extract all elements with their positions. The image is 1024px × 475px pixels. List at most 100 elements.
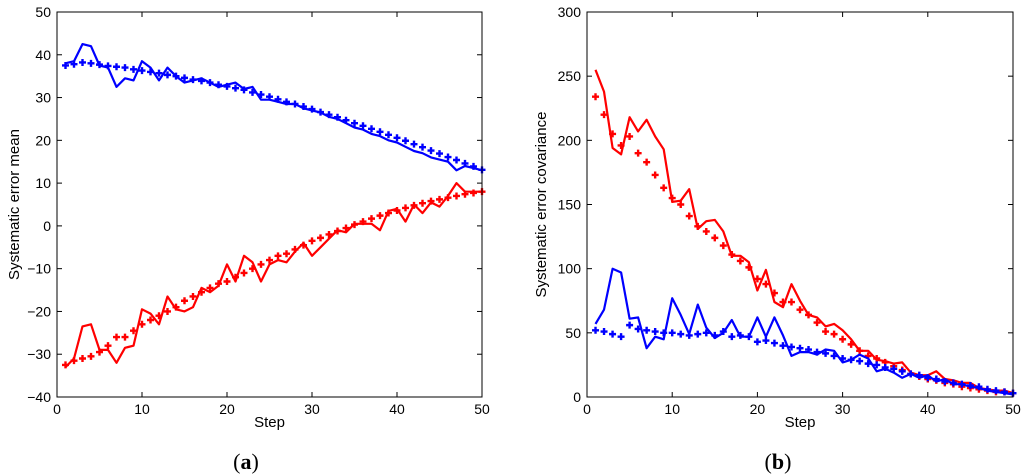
data-point-b-1 xyxy=(643,158,651,166)
data-point-b-3 xyxy=(822,349,830,357)
x-tick-label-b: 50 xyxy=(1005,401,1021,417)
data-point-a-3 xyxy=(223,278,231,285)
data-point-b-1 xyxy=(711,234,719,242)
data-point-b-1 xyxy=(719,242,727,250)
y-tick-label-a: 20 xyxy=(35,132,51,148)
data-point-b-3 xyxy=(847,356,855,364)
data-point-b-3 xyxy=(753,338,761,346)
plot-area-a xyxy=(62,42,486,369)
y-tick-label-a: 40 xyxy=(35,47,51,63)
x-axis-label-b: Step xyxy=(785,414,816,431)
data-point-a-1 xyxy=(325,111,333,119)
data-point-b-3 xyxy=(626,321,634,329)
data-point-b-3 xyxy=(600,328,608,336)
data-point-b-1 xyxy=(736,257,744,265)
plot-area-b xyxy=(592,69,1017,397)
data-point-a-1 xyxy=(266,93,273,101)
data-point-b-1 xyxy=(839,335,847,343)
data-point-b-3 xyxy=(856,357,864,365)
data-point-b-3 xyxy=(736,331,744,339)
y-tick-label-a: 10 xyxy=(35,175,51,191)
data-point-a-1 xyxy=(410,140,418,148)
data-point-b-3 xyxy=(617,333,625,341)
panel-label-b: (b) xyxy=(765,449,792,474)
data-point-b-3 xyxy=(779,342,787,350)
data-point-a-1 xyxy=(419,143,426,151)
data-point-b-3 xyxy=(873,361,881,369)
data-point-b-3 xyxy=(890,365,898,373)
data-point-a-3 xyxy=(342,224,350,232)
x-tick-label-b: 30 xyxy=(835,401,851,417)
data-point-a-3 xyxy=(266,256,273,264)
data-point-b-3 xyxy=(924,374,932,382)
data-point-b-1 xyxy=(805,311,813,319)
data-point-a-1 xyxy=(172,72,180,80)
data-point-b-3 xyxy=(966,381,974,389)
data-point-b-1 xyxy=(787,298,795,306)
data-point-a-1 xyxy=(461,159,469,167)
panel-b: 0 10 20 30 40 50 0 50 100 150 200 250 300 Step Syste… xyxy=(533,4,1021,474)
data-point-b-1 xyxy=(668,194,676,202)
data-point-a-1 xyxy=(87,59,95,67)
data-point-a-1 xyxy=(70,60,78,68)
data-point-a-3 xyxy=(172,303,180,311)
data-point-a-1 xyxy=(342,116,350,124)
data-point-b-1 xyxy=(694,222,702,230)
y-tick-label-b: 300 xyxy=(558,4,582,20)
data-point-b-3 xyxy=(983,385,991,393)
data-point-a-3 xyxy=(232,273,239,281)
data-point-a-1 xyxy=(283,98,290,106)
axes-frame-b xyxy=(586,11,1014,398)
data-point-a-3 xyxy=(155,312,163,320)
data-point-a-3 xyxy=(461,190,469,198)
data-point-b-1 xyxy=(728,251,736,259)
data-point-a-1 xyxy=(376,128,384,136)
data-point-a-1 xyxy=(79,58,86,66)
data-point-a-1 xyxy=(206,79,214,87)
data-point-a-1 xyxy=(130,65,137,73)
data-point-b-3 xyxy=(898,367,906,375)
data-point-b-3 xyxy=(660,329,668,337)
series-line-b-0 xyxy=(594,69,1014,395)
data-point-b-3 xyxy=(592,326,600,334)
data-point-b-3 xyxy=(651,328,659,336)
x-tick-label-a: 40 xyxy=(389,401,405,417)
data-point-b-3 xyxy=(643,326,651,334)
x-axis-label-a: Step xyxy=(254,414,285,431)
data-point-b-3 xyxy=(813,348,821,356)
data-point-a-1 xyxy=(232,84,239,92)
data-point-a-1 xyxy=(291,100,299,108)
data-point-a-3 xyxy=(317,234,324,242)
y-tick-label-b: 150 xyxy=(558,197,582,213)
data-point-b-1 xyxy=(796,306,804,314)
y-tick-label-a: 0 xyxy=(43,218,51,234)
data-point-a-3 xyxy=(274,252,282,260)
data-point-a-3 xyxy=(419,199,426,207)
data-point-a-1 xyxy=(368,125,375,133)
data-point-b-1 xyxy=(770,289,778,297)
data-point-a-1 xyxy=(189,76,197,84)
data-point-a-3 xyxy=(215,280,222,288)
data-point-b-1 xyxy=(762,280,770,288)
data-point-b-3 xyxy=(694,330,702,338)
data-point-a-3 xyxy=(351,221,358,229)
data-point-b-3 xyxy=(796,344,804,352)
data-point-b-3 xyxy=(915,371,923,379)
data-point-b-3 xyxy=(728,333,736,341)
data-point-a-3 xyxy=(189,292,197,300)
data-point-a-3 xyxy=(249,265,256,273)
data-point-a-3 xyxy=(257,260,265,268)
data-point-a-3 xyxy=(164,307,171,315)
series-markers-b-3 xyxy=(592,321,1017,397)
series-markers-a-3 xyxy=(62,188,486,369)
data-point-a-1 xyxy=(257,91,265,99)
data-point-b-3 xyxy=(685,331,693,339)
data-point-b-1 xyxy=(651,171,659,179)
data-point-a-1 xyxy=(359,122,367,130)
data-point-a-1 xyxy=(300,103,307,111)
y-tick-label-b: 50 xyxy=(565,325,581,341)
data-point-a-1 xyxy=(104,62,112,70)
panel-label-a: (a) xyxy=(233,449,259,474)
data-point-a-3 xyxy=(70,357,78,365)
